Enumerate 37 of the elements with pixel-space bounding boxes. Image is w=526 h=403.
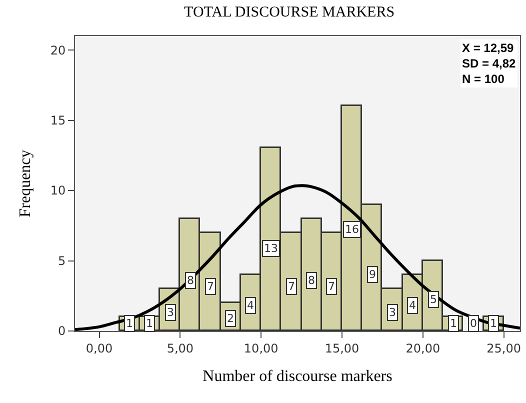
y-tick-label: 20 bbox=[50, 43, 66, 58]
data-label: 7 bbox=[207, 280, 214, 293]
data-label: 13 bbox=[264, 242, 278, 255]
annotation: N = 100 bbox=[462, 72, 505, 86]
data-label: 1 bbox=[146, 317, 153, 330]
y-tick-label: 15 bbox=[50, 113, 66, 128]
data-label: 16 bbox=[345, 223, 359, 236]
y-tick-label: 5 bbox=[58, 254, 66, 268]
y-axis-title: Frequency bbox=[17, 150, 34, 218]
data-label: 3 bbox=[389, 306, 396, 319]
x-tick-label: 10,00 bbox=[244, 341, 278, 356]
line-series bbox=[75, 184, 520, 331]
data-label: 3 bbox=[167, 306, 174, 319]
x-tick-label: 15,00 bbox=[324, 341, 360, 356]
data-label: 7 bbox=[328, 280, 335, 293]
chart-title: TOTAL DISCOURSE MARKERS bbox=[184, 4, 395, 21]
data-label: 8 bbox=[308, 274, 315, 287]
x-tick-label: 0,00 bbox=[86, 341, 113, 356]
data-label: 1 bbox=[126, 317, 133, 330]
data-label: 5 bbox=[430, 293, 437, 306]
x-axis-title: Number of discourse markers bbox=[202, 368, 392, 386]
data-label: 2 bbox=[227, 312, 234, 325]
x-tick-label: 25,00 bbox=[486, 341, 521, 356]
data-label: 7 bbox=[288, 280, 295, 293]
y-tick-label: 0 bbox=[58, 324, 66, 338]
data-label: 1 bbox=[450, 317, 457, 330]
y-tick-label: 10 bbox=[50, 184, 66, 198]
x-tick-label: 5,00 bbox=[166, 341, 194, 356]
x-tick-label: 20,00 bbox=[406, 341, 440, 356]
data-label: 4 bbox=[247, 299, 254, 312]
data-label: 9 bbox=[369, 268, 376, 281]
data-label: 0 bbox=[470, 317, 477, 330]
annotation: X = 12,59 bbox=[462, 41, 514, 55]
data-label: 1 bbox=[490, 317, 497, 330]
data-label: 8 bbox=[187, 274, 194, 287]
data-label: 4 bbox=[409, 299, 416, 312]
annotation: SD = 4,82 bbox=[462, 56, 516, 71]
